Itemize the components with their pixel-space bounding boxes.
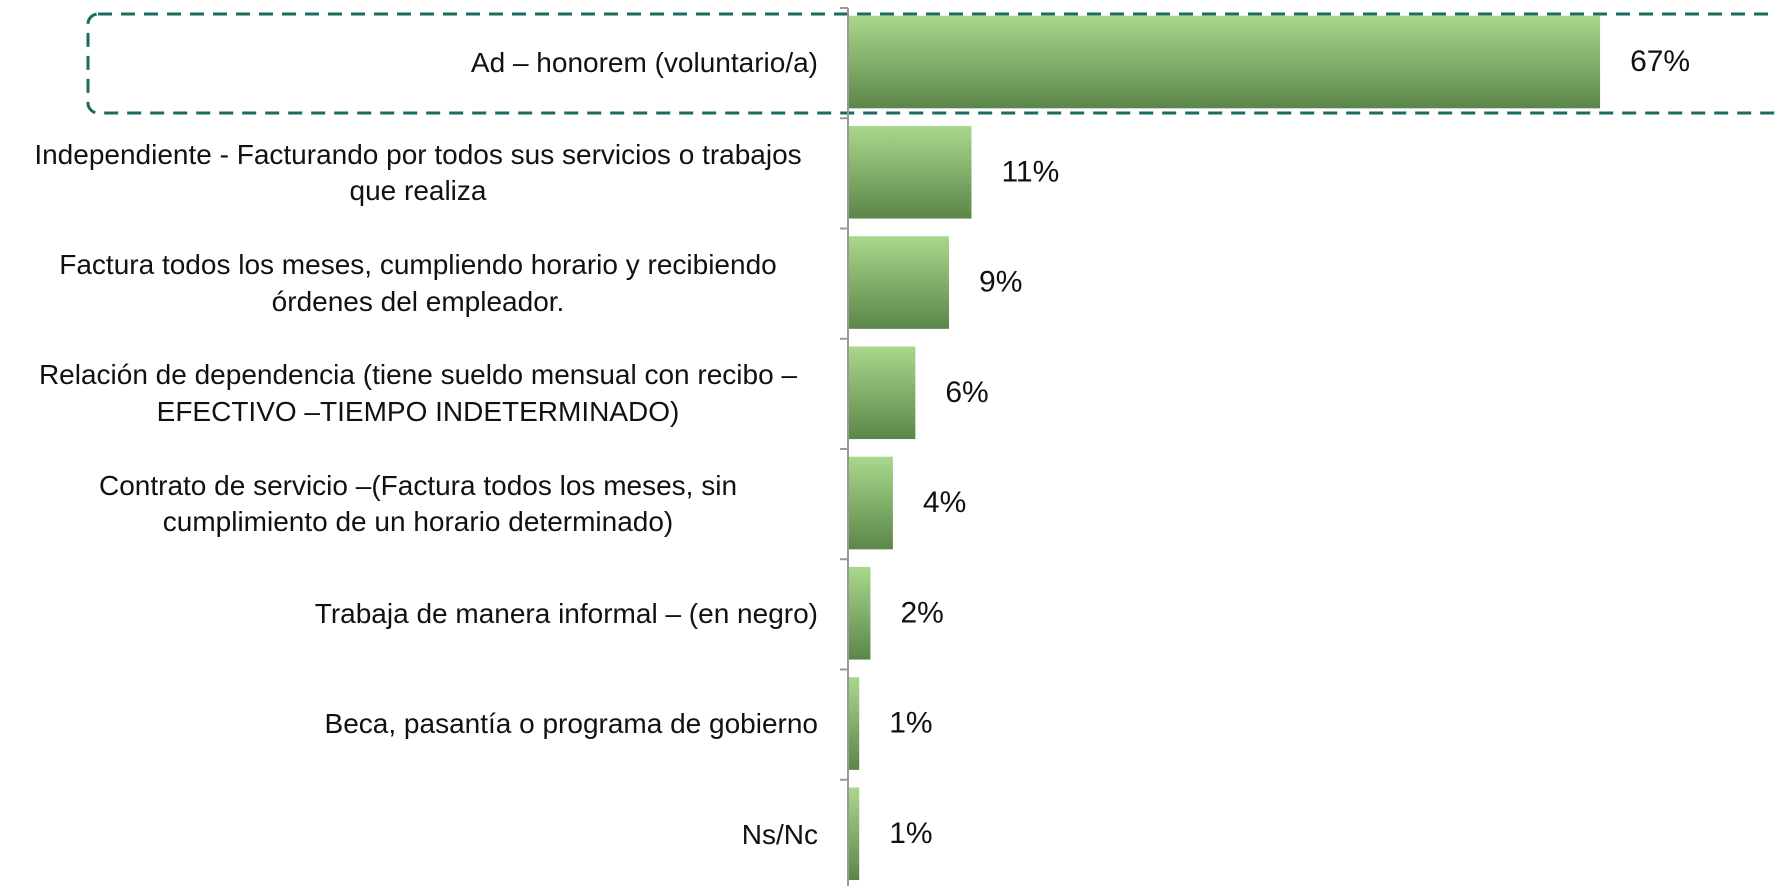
bar [848, 346, 916, 440]
category-label: Contrato de servicio –(Factura todos los… [98, 469, 738, 538]
category-label-row: Factura todos los meses, cumpliendo hora… [0, 229, 818, 339]
value-label: 1% [889, 817, 932, 850]
value-label: 11% [1001, 155, 1059, 188]
value-label: 2% [900, 596, 943, 629]
highlight-box [86, 12, 1777, 115]
category-label: Relación de dependencia (tiene sueldo me… [38, 359, 798, 427]
category-label-row: Independiente - Facturando por todos sus… [0, 118, 818, 228]
category-label-row: Beca, pasantía o programa de gobierno [0, 670, 818, 780]
bar [848, 125, 972, 219]
bar [848, 236, 950, 329]
bar [848, 677, 860, 770]
category-label: Factura todos los meses, cumpliendo hora… [59, 249, 777, 317]
category-label-row: Relación de dependencia (tiene sueldo me… [0, 339, 818, 449]
category-label-row: Trabaja de manera informal – (en negro) [0, 559, 818, 669]
value-label: 4% [923, 486, 966, 519]
bar [848, 787, 860, 881]
category-label: Trabaja de manera informal – (en negro) [314, 598, 818, 630]
bar [848, 566, 871, 660]
category-label: Beca, pasantía o programa de gobierno [324, 708, 818, 740]
category-label-row: Contrato de servicio –(Factura todos los… [0, 449, 818, 559]
value-label: 1% [889, 707, 932, 740]
bar [848, 456, 893, 550]
category-label: Ad – honorem (voluntario/a) [470, 46, 818, 78]
value-label: 6% [945, 376, 988, 409]
category-label-row: Ns/Nc [0, 780, 818, 890]
value-label: 67% [1630, 45, 1690, 78]
category-label-row: Ad – honorem (voluntario/a) [0, 8, 818, 118]
value-label: 9% [979, 266, 1022, 299]
bar [848, 15, 1601, 109]
category-label: Ns/Nc [741, 818, 818, 850]
category-label: Independiente - Facturando por todos sus… [34, 138, 802, 207]
